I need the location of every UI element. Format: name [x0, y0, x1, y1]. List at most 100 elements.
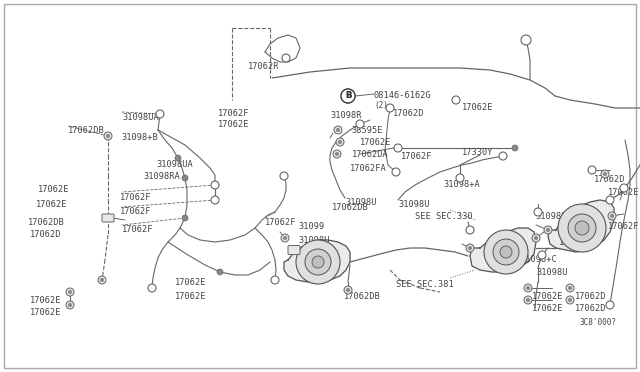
Text: 31098U: 31098U	[535, 212, 566, 221]
Circle shape	[601, 170, 609, 178]
Circle shape	[512, 145, 518, 151]
Circle shape	[98, 276, 106, 284]
Circle shape	[568, 214, 596, 242]
Text: 17062DB: 17062DB	[344, 292, 381, 301]
Circle shape	[526, 286, 530, 290]
Text: 17062FA: 17062FA	[350, 164, 387, 173]
Circle shape	[341, 89, 355, 103]
Circle shape	[341, 89, 355, 103]
Circle shape	[620, 184, 628, 192]
Circle shape	[610, 214, 614, 218]
Polygon shape	[284, 240, 350, 282]
Circle shape	[211, 196, 219, 204]
Text: 31098+A: 31098+A	[443, 180, 480, 189]
Text: 17062F: 17062F	[120, 193, 152, 202]
FancyBboxPatch shape	[102, 214, 114, 222]
Text: 17062F: 17062F	[265, 218, 296, 227]
Text: 17062E: 17062E	[360, 138, 392, 147]
Circle shape	[271, 276, 279, 284]
Text: 31098+B: 31098+B	[121, 133, 157, 142]
Circle shape	[558, 204, 606, 252]
Circle shape	[526, 298, 530, 302]
Circle shape	[603, 172, 607, 176]
Circle shape	[544, 226, 552, 234]
Circle shape	[386, 104, 394, 112]
Text: 17062F: 17062F	[218, 109, 250, 118]
Text: 17062F: 17062F	[120, 207, 152, 216]
Text: 17062D: 17062D	[575, 292, 607, 301]
Text: B: B	[345, 92, 351, 100]
Text: 17062E: 17062E	[38, 185, 70, 194]
Polygon shape	[548, 200, 614, 252]
Text: 17062E: 17062E	[608, 188, 639, 197]
Circle shape	[182, 175, 188, 181]
Circle shape	[456, 174, 464, 182]
Text: 31098R: 31098R	[330, 111, 362, 120]
Text: 31098U: 31098U	[536, 268, 568, 277]
Circle shape	[534, 236, 538, 240]
Text: 17062D: 17062D	[594, 175, 625, 184]
Text: 17062F: 17062F	[559, 238, 591, 247]
Circle shape	[468, 246, 472, 250]
Circle shape	[606, 301, 614, 309]
Text: 17062E: 17062E	[30, 308, 61, 317]
Text: 17062DB: 17062DB	[28, 218, 65, 227]
Circle shape	[452, 96, 460, 104]
Text: 31098UA: 31098UA	[122, 113, 159, 122]
Text: 17062D: 17062D	[575, 304, 607, 313]
Circle shape	[532, 234, 540, 242]
Circle shape	[466, 244, 474, 252]
Circle shape	[344, 286, 352, 294]
Text: 38595E: 38595E	[351, 126, 383, 135]
Circle shape	[568, 286, 572, 290]
Polygon shape	[470, 228, 536, 272]
Text: 08146-6162G: 08146-6162G	[374, 91, 432, 100]
Circle shape	[182, 215, 188, 221]
Circle shape	[66, 301, 74, 309]
Circle shape	[336, 138, 344, 146]
Text: 31098UA: 31098UA	[156, 160, 193, 169]
Circle shape	[493, 239, 519, 265]
Text: 17062F: 17062F	[559, 224, 591, 233]
Circle shape	[392, 168, 400, 176]
Text: 31099: 31099	[298, 222, 324, 231]
FancyBboxPatch shape	[288, 246, 300, 254]
Circle shape	[211, 181, 219, 189]
Text: 17062E: 17062E	[175, 278, 207, 287]
Text: 17062DB: 17062DB	[332, 203, 369, 212]
Circle shape	[338, 140, 342, 144]
Circle shape	[500, 246, 512, 258]
Circle shape	[68, 290, 72, 294]
Circle shape	[335, 152, 339, 156]
Circle shape	[588, 166, 596, 174]
Text: 17062F: 17062F	[122, 225, 154, 234]
Circle shape	[568, 298, 572, 302]
Circle shape	[106, 134, 110, 138]
Circle shape	[484, 230, 528, 274]
Text: 17062D: 17062D	[393, 109, 424, 118]
Circle shape	[346, 288, 350, 292]
Circle shape	[538, 251, 546, 259]
Text: 17062E: 17062E	[218, 120, 250, 129]
Circle shape	[312, 256, 324, 268]
Text: 17062F: 17062F	[608, 222, 639, 231]
Text: 3C8'000?: 3C8'000?	[580, 318, 617, 327]
Circle shape	[305, 249, 331, 275]
Text: 31098RA: 31098RA	[143, 172, 180, 181]
Circle shape	[334, 126, 342, 134]
Text: 17062E: 17062E	[532, 292, 563, 301]
Circle shape	[608, 212, 616, 220]
Circle shape	[68, 303, 72, 307]
Text: (2): (2)	[374, 101, 388, 110]
Text: 17062DB: 17062DB	[68, 126, 105, 135]
Text: 17062E: 17062E	[462, 103, 493, 112]
Circle shape	[66, 288, 74, 296]
Circle shape	[606, 196, 614, 204]
Text: 31098U: 31098U	[398, 200, 429, 209]
Text: 17062D: 17062D	[30, 230, 61, 239]
Circle shape	[524, 296, 532, 304]
Circle shape	[217, 269, 223, 275]
Circle shape	[466, 226, 474, 234]
Text: 17062DA: 17062DA	[352, 150, 388, 159]
Circle shape	[282, 54, 290, 62]
